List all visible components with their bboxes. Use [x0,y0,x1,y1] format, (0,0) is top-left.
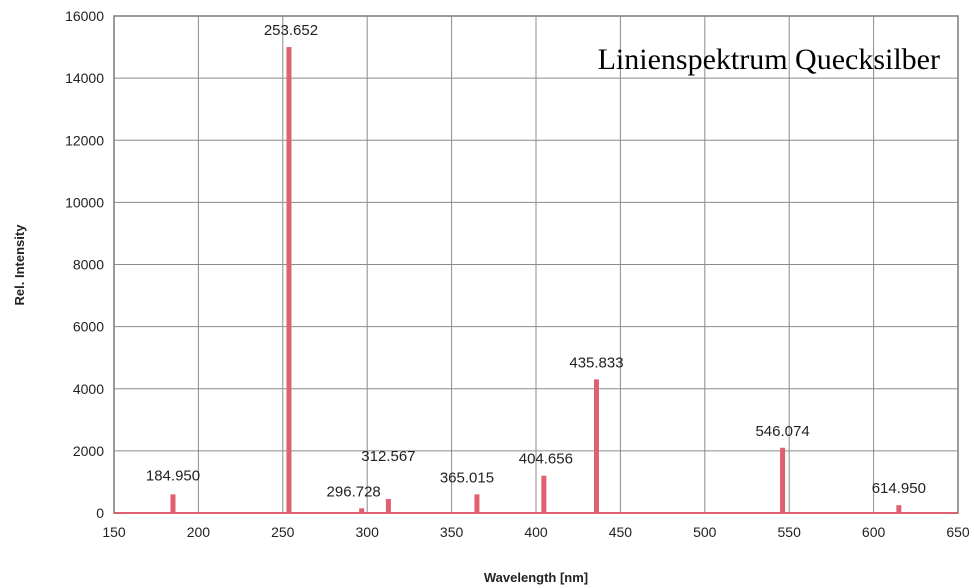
peak-label: 296.728 [327,483,381,500]
spectral-line-bar [474,494,480,513]
y-tick-label: 10000 [65,194,104,210]
x-tick-label: 450 [609,524,633,540]
peak-label: 312.567 [361,448,415,465]
x-tick-label: 500 [693,524,717,540]
peak-label: 253.652 [264,22,318,39]
x-tick-label: 150 [102,524,126,540]
peak-label: 614.950 [872,480,926,497]
x-tick-label: 250 [271,524,295,540]
peak-label: 404.656 [519,451,573,468]
y-tick-label: 12000 [65,132,104,148]
x-axis-title: Wavelength [nm] [484,570,588,585]
y-tick-label: 2000 [73,443,104,459]
y-tick-label: 8000 [73,257,104,273]
y-tick-label: 14000 [65,70,104,86]
spectral-lines [170,47,902,513]
y-tick-label: 0 [96,505,104,521]
spectral-line-bar [780,447,786,513]
y-axis-title: Rel. Intensity [12,224,27,306]
spectral-line-bar [359,508,365,513]
x-tick-label: 300 [356,524,380,540]
spectral-line-bar [170,494,176,513]
y-tick-labels: 0 2000 4000 6000 8000 10000 12000 14000 16000 [65,8,104,521]
peak-labels: 184.950 253.652 296.728 312.567 365.015 404.6… [146,22,926,500]
peak-label: 365.015 [440,469,494,486]
spectral-line-bar [896,505,902,513]
x-tick-label: 350 [440,524,464,540]
x-tick-label: 650 [946,524,970,540]
spectral-line-bar [286,47,292,513]
x-tick-label: 550 [778,524,802,540]
y-tick-label: 16000 [65,8,104,24]
x-tick-label: 200 [187,524,211,540]
grid-lines [114,16,958,513]
peak-label: 184.950 [146,467,200,484]
y-tick-label: 6000 [73,319,104,335]
peak-label: 546.074 [755,423,809,440]
peak-label: 435.833 [569,354,623,371]
spectral-line-bar [385,499,391,513]
spectral-line-bar [541,475,547,513]
x-tick-label: 600 [862,524,886,540]
spectral-line-bar [593,379,599,513]
y-tick-label: 4000 [73,381,104,397]
x-tick-label: 400 [524,524,548,540]
chart-title: Linienspektrum Quecksilber [598,43,940,76]
x-tick-labels: 150 200 250 300 350 400 450 500 550 600 650 [102,524,970,540]
